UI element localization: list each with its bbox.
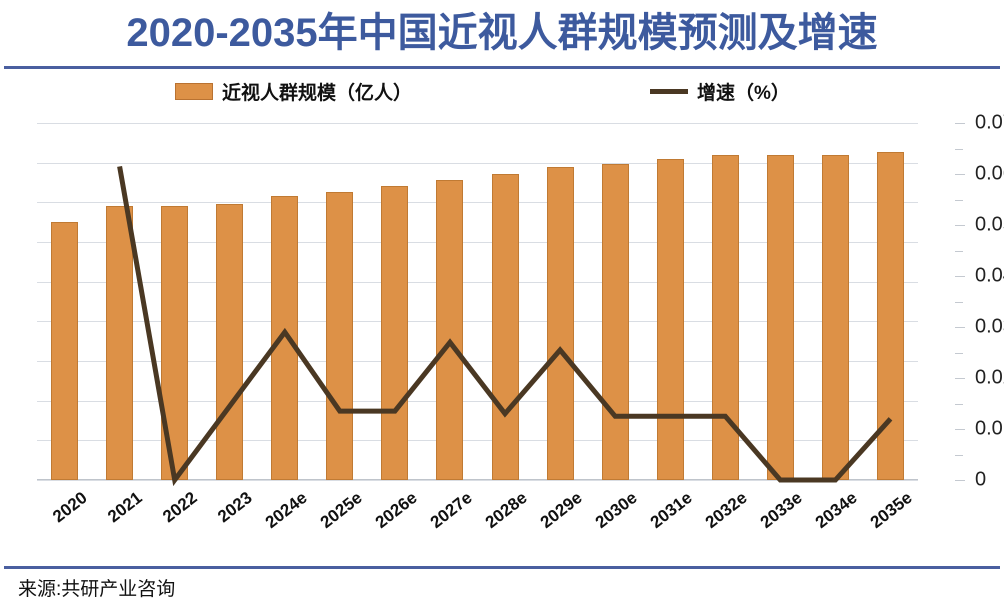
y-axis-right-tick — [955, 123, 965, 124]
bar — [216, 204, 244, 480]
y-axis-right-tick — [955, 480, 965, 481]
y-axis-right-tick-label: 0.04 — [975, 264, 1004, 287]
y-axis-right-tick-label: 0 — [975, 468, 987, 491]
bar — [491, 173, 519, 480]
gridline — [37, 321, 918, 323]
gridline — [37, 361, 918, 362]
gridline — [37, 162, 918, 164]
bar — [271, 196, 299, 480]
y-axis-right-minor-tick — [955, 403, 963, 405]
gridline — [37, 400, 918, 402]
footer-divider — [4, 566, 1000, 569]
y-axis-right-minor-tick — [955, 352, 963, 354]
plot-area: 98765432100.070.060.050.040.030.020.010 — [37, 112, 1004, 491]
y-axis-right-tick-label: 0.07 — [975, 111, 1004, 134]
y-axis-right-tick — [955, 429, 965, 430]
gridline — [37, 440, 918, 442]
chart-legend: 近视人群规模（亿人） 增速（%） — [0, 72, 1004, 110]
bar-swatch-icon — [175, 82, 213, 100]
y-axis-right-tick — [955, 174, 965, 175]
growth-rate-line-series — [117, 165, 893, 487]
bar — [51, 222, 79, 480]
bar — [106, 206, 134, 480]
y-axis-right-tick-label: 0.03 — [975, 315, 1004, 338]
bar — [436, 179, 464, 480]
source-note: 来源:共研产业咨询 — [18, 579, 176, 600]
bar — [601, 163, 629, 480]
bar — [821, 155, 849, 480]
y-axis-right-tick-label: 0.06 — [975, 162, 1004, 185]
gridline — [37, 123, 918, 124]
y-axis-right-minor-tick — [955, 199, 963, 201]
bar — [326, 191, 354, 480]
bar — [546, 166, 574, 480]
legend-label-line-series: 增速（%） — [697, 82, 790, 104]
legend-item-bar-series: 近视人群规模（亿人） — [175, 72, 412, 110]
y-axis-right-tick-label: 0.05 — [975, 213, 1004, 236]
y-axis-right-minor-tick — [955, 148, 963, 150]
gridline — [37, 281, 918, 283]
bar — [656, 158, 684, 480]
y-axis-right-tick — [955, 276, 965, 277]
y-axis-right-tick-label: 0.01 — [975, 417, 1004, 440]
y-axis-right-tick-label: 0.02 — [975, 366, 1004, 389]
growth-rate-polyline — [117, 165, 893, 487]
y-axis-right-minor-tick — [955, 454, 963, 456]
gridline — [37, 202, 918, 204]
line-swatch-icon — [650, 88, 688, 94]
gridline — [37, 242, 918, 243]
legend-item-line-series: 增速（%） — [650, 72, 790, 110]
legend-label-bar-series: 近视人群规模（亿人） — [222, 82, 413, 104]
x-axis: 2020 2021 2022 2023 2024e 2025e 2026e 2027e 2028… — [37, 482, 918, 552]
bar — [381, 186, 409, 480]
y-axis-right-tick — [955, 225, 965, 226]
y-axis-right-minor-tick — [955, 250, 963, 252]
chart-title: 2020-2035年中国近视人群规模预测及增速 — [126, 11, 878, 55]
y-axis-right-minor-tick — [955, 301, 963, 303]
y-axis-right-tick — [955, 378, 965, 379]
gridline — [37, 480, 918, 481]
title-divider — [4, 66, 1000, 69]
bar — [766, 155, 794, 480]
y-axis-right-tick — [955, 327, 965, 328]
axis-baseline — [37, 479, 918, 480]
